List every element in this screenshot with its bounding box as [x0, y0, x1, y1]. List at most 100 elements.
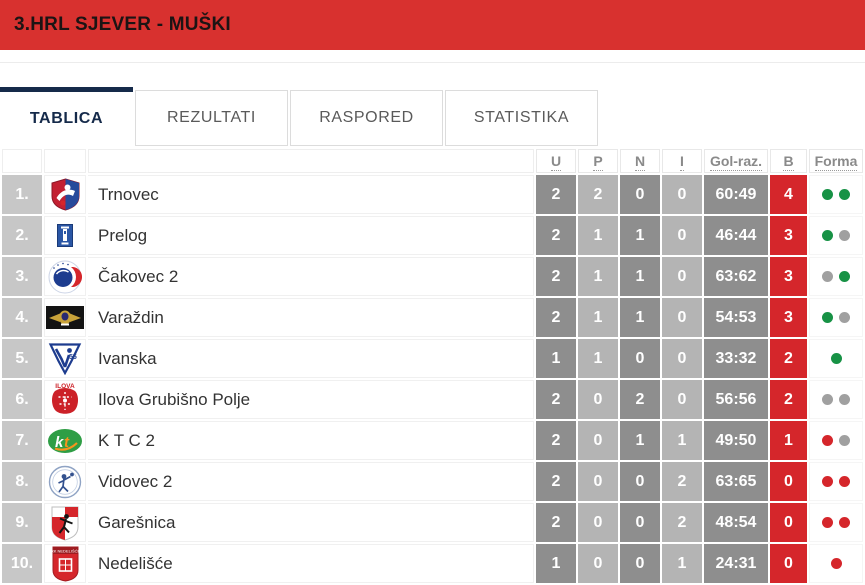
table-row[interactable]: 3. Čakovec 2 2 1 1 0 63:62 3	[2, 257, 863, 296]
svg-text:ILOVA: ILOVA	[55, 383, 75, 390]
col-header-logo	[44, 149, 86, 173]
rank-cell: 6.	[2, 380, 42, 419]
team-crest-icon-nedelisce: RK NEDELIŠĆE	[50, 546, 80, 582]
rank-cell: 4.	[2, 298, 42, 337]
team-name[interactable]: K T C 2	[88, 421, 534, 460]
team-name[interactable]: Ivanska	[88, 339, 534, 378]
forma-cell	[809, 298, 863, 337]
col-header-golraz: Gol-raz.	[704, 149, 768, 173]
forma-cell	[809, 380, 863, 419]
losses-cell: 0	[662, 257, 702, 296]
draws-cell: 1	[620, 257, 660, 296]
played-cell: 2	[536, 380, 576, 419]
goal-diff-cell: 54:53	[704, 298, 768, 337]
played-cell: 2	[536, 298, 576, 337]
tab-rezultati[interactable]: REZULTATI	[135, 90, 288, 146]
header-divider	[0, 50, 865, 63]
team-crest-icon-ivanska: 55	[48, 343, 82, 376]
losses-cell: 0	[662, 175, 702, 214]
points-cell: 2	[770, 339, 807, 378]
team-name[interactable]: Trnovec	[88, 175, 534, 214]
league-title: 3.HRL SJEVER - MUŠKI	[14, 14, 231, 35]
team-crest-icon-ilova: ILOVA	[49, 383, 81, 414]
forma-draw-dot	[839, 393, 850, 405]
team-name[interactable]: Ilova Grubišno Polje	[88, 380, 534, 419]
table-row[interactable]: 8. Vidovec 2 2 0 0 2 63:65 0	[2, 462, 863, 501]
forma-cell	[809, 216, 863, 255]
team-crest-icon-vidovec	[48, 465, 82, 498]
table-row[interactable]: 1. Trnovec 2 2 0 0 60:49 4	[2, 175, 863, 214]
points-cell: 1	[770, 421, 807, 460]
draws-cell: 0	[620, 175, 660, 214]
wins-cell: 0	[578, 462, 618, 501]
played-cell: 2	[536, 503, 576, 542]
table-row[interactable]: 2. Prelog 2 1 1 0 46:44 3	[2, 216, 863, 255]
svg-text:55: 55	[69, 354, 77, 361]
played-cell: 1	[536, 339, 576, 378]
forma-win-dot	[839, 188, 850, 200]
col-header-n: N	[620, 149, 660, 173]
forma-cell	[809, 339, 863, 378]
team-name[interactable]: Čakovec 2	[88, 257, 534, 296]
table-row[interactable]: 6. ILOVA Ilova Grubišno Polje 2 0 2 0 56:56 2	[2, 380, 863, 419]
table-row[interactable]: 7. k t K T C 2 2 0 1 1 49:50 1	[2, 421, 863, 460]
team-crest-icon-varazdin	[46, 306, 84, 329]
goal-diff-cell: 60:49	[704, 175, 768, 214]
tab-statistika[interactable]: STATISTIKA	[445, 90, 598, 146]
forma-loss-dot	[822, 516, 833, 528]
forma-cell	[809, 257, 863, 296]
col-header-p: P	[578, 149, 618, 173]
forma-cell	[809, 503, 863, 542]
tab-bar: TABLICA REZULTATI RASPORED STATISTIKA	[0, 87, 865, 146]
forma-draw-dot	[839, 434, 850, 446]
team-name[interactable]: Prelog	[88, 216, 534, 255]
rank-cell: 8.	[2, 462, 42, 501]
wins-cell: 1	[578, 339, 618, 378]
played-cell: 2	[536, 462, 576, 501]
wins-cell: 0	[578, 503, 618, 542]
forma-win-dot	[839, 270, 850, 282]
losses-cell: 2	[662, 503, 702, 542]
rank-cell: 3.	[2, 257, 42, 296]
league-header: 3.HRL SJEVER - MUŠKI	[0, 0, 865, 50]
col-header-forma: Forma	[809, 149, 863, 173]
goal-diff-cell: 46:44	[704, 216, 768, 255]
points-cell: 0	[770, 462, 807, 501]
played-cell: 2	[536, 257, 576, 296]
played-cell: 2	[536, 421, 576, 460]
forma-loss-dot	[822, 434, 833, 446]
team-logo-cell: 55	[44, 339, 86, 378]
rank-cell: 1.	[2, 175, 42, 214]
tab-tablica[interactable]: TABLICA	[0, 87, 133, 146]
forma-loss-dot	[822, 475, 833, 487]
losses-cell: 0	[662, 380, 702, 419]
rank-cell: 5.	[2, 339, 42, 378]
team-logo-cell	[44, 257, 86, 296]
draws-cell: 1	[620, 216, 660, 255]
col-header-rank	[2, 149, 42, 173]
standings-header-row: U P N I Gol-raz. B Forma	[2, 149, 863, 173]
draws-cell: 0	[620, 462, 660, 501]
draws-cell: 0	[620, 339, 660, 378]
points-cell: 3	[770, 257, 807, 296]
forma-win-dot	[822, 229, 833, 241]
team-name[interactable]: Garešnica	[88, 503, 534, 542]
table-row[interactable]: 5. 55 Ivanska 1 1 0 0 33:32 2	[2, 339, 863, 378]
forma-draw-dot	[822, 393, 833, 405]
table-row[interactable]: 9. Garešnica 2 0 0 2 48:54 0	[2, 503, 863, 542]
team-logo-cell	[44, 462, 86, 501]
svg-text:t: t	[64, 434, 70, 451]
svg-text:k: k	[55, 434, 64, 451]
team-name[interactable]: Varaždin	[88, 298, 534, 337]
table-row[interactable]: 4. Varaždin 2 1 1 0 54:53 3	[2, 298, 863, 337]
team-name[interactable]: Vidovec 2	[88, 462, 534, 501]
tab-raspored[interactable]: RASPORED	[290, 90, 443, 146]
col-header-u: U	[536, 149, 576, 173]
forma-win-dot	[822, 188, 833, 200]
wins-cell: 0	[578, 380, 618, 419]
forma-draw-dot	[822, 270, 833, 282]
forma-cell	[809, 421, 863, 460]
losses-cell: 0	[662, 339, 702, 378]
team-logo-cell	[44, 175, 86, 214]
